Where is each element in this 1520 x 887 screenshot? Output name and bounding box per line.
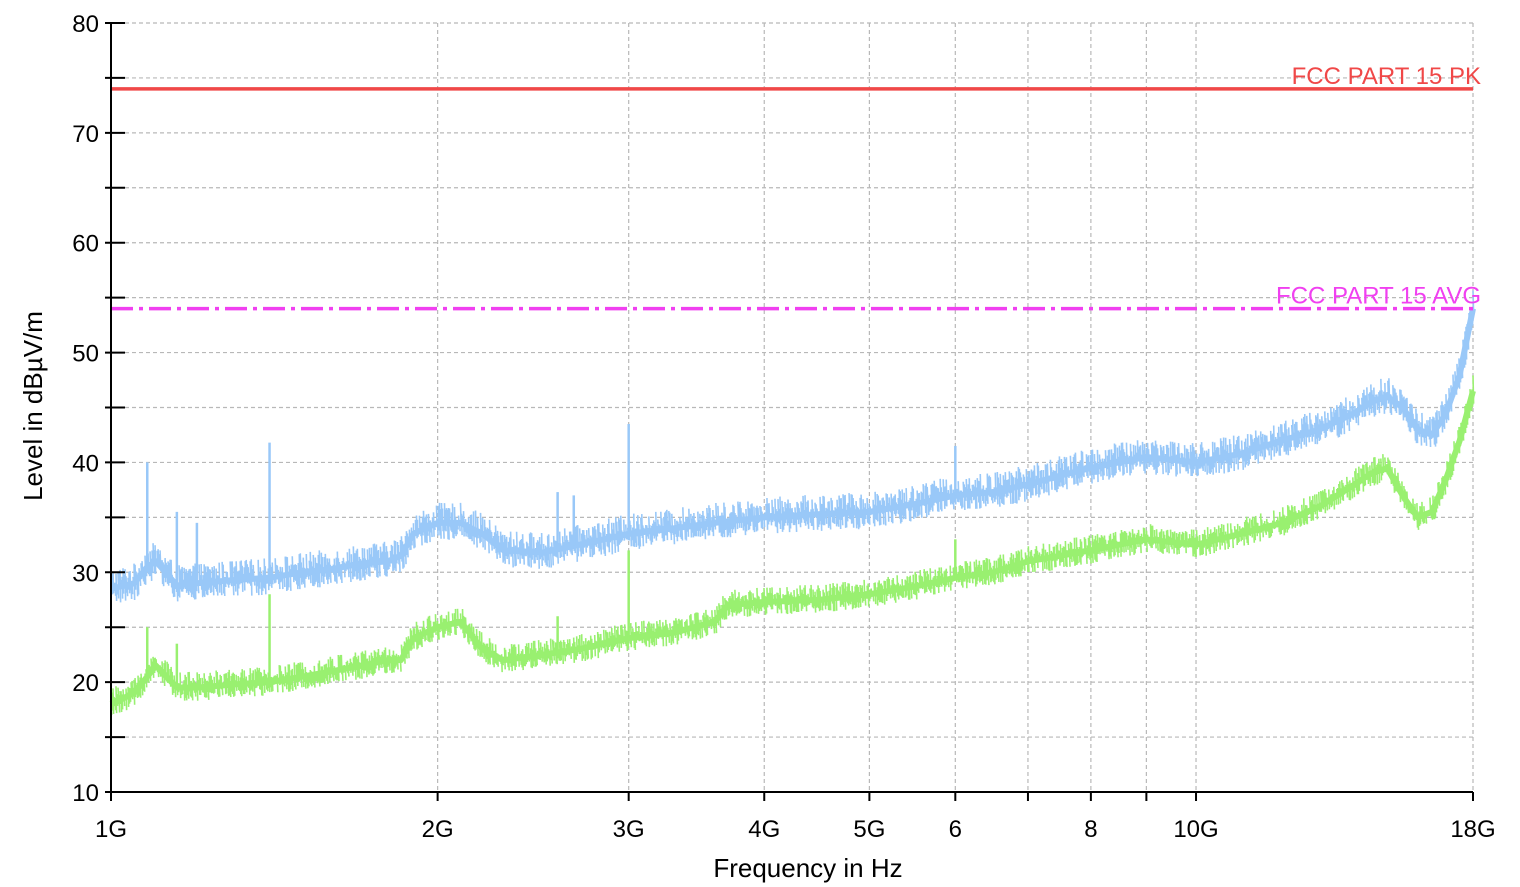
y-tick-label: 50 xyxy=(72,341,99,368)
limit-label: FCC PART 15 AVG xyxy=(1276,283,1481,310)
x-tick-label: 10G xyxy=(1173,816,1218,843)
series-peak xyxy=(110,290,1476,603)
series-trace xyxy=(110,375,1475,716)
y-tick-label: 80 xyxy=(72,11,99,38)
x-tick-label: 2G xyxy=(422,816,454,843)
series-centerline xyxy=(110,308,1476,592)
x-tick-label: 6 xyxy=(949,816,962,843)
x-tick-label: 5G xyxy=(853,816,885,843)
y-tick-label: 70 xyxy=(72,121,99,148)
axes: 1G 2G 3G 4G 5G 6 8 10G 18G 10 20 30 40 50 60 70 80 xyxy=(72,11,1495,843)
x-tick-label: 1G xyxy=(95,816,127,843)
x-tick-label: 4G xyxy=(748,816,780,843)
y-tick-label: 20 xyxy=(72,670,99,697)
y-tick-label: 10 xyxy=(72,780,99,807)
y-axis-label: Level in dBµV/m xyxy=(18,311,48,501)
x-axis-label: Frequency in Hz xyxy=(713,853,902,883)
limit-label: FCC PART 15 PK xyxy=(1292,63,1481,90)
series-layer xyxy=(109,290,1476,716)
y-tick-label: 30 xyxy=(72,560,99,587)
limit-lines: FCC PART 15 PK FCC PART 15 AVG xyxy=(111,63,1481,311)
y-tick-label: 60 xyxy=(72,231,99,258)
x-tick-label: 3G xyxy=(613,816,645,843)
y-tick-label: 40 xyxy=(72,450,99,477)
x-tick-label: 18G xyxy=(1450,816,1495,843)
series-average xyxy=(109,375,1476,716)
x-tick-label: 8 xyxy=(1084,816,1097,843)
series-centerline xyxy=(109,390,1476,707)
